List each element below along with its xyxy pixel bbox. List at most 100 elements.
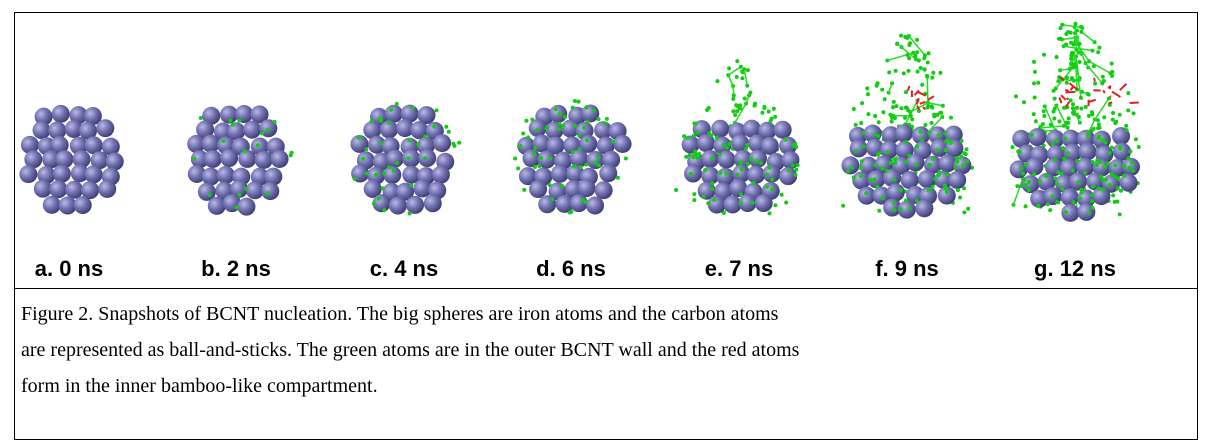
carbon-atom [408, 211, 412, 215]
carbon-atom [1065, 76, 1069, 80]
iron-atom [1061, 188, 1079, 206]
carbon-atom [561, 124, 565, 128]
carbon-atom [1057, 37, 1061, 41]
iron-atom [774, 121, 792, 139]
carbon-atom [765, 173, 769, 177]
carbon-atom [1079, 30, 1083, 34]
carbon-atom [1032, 60, 1036, 64]
panel-label: g. 12 ns [1034, 256, 1116, 281]
carbon-atom [859, 166, 863, 170]
carbon-atom [768, 211, 772, 215]
carbon-atom [1055, 182, 1059, 186]
carbon-atom [1043, 104, 1047, 108]
iron-atom [1061, 204, 1079, 222]
carbon-atom [1048, 208, 1052, 212]
carbon-atom [1067, 116, 1071, 120]
iron-atom [220, 149, 238, 167]
carbon-atom [885, 169, 889, 173]
carbon-atom [1128, 149, 1132, 153]
carbon-atom [1096, 118, 1100, 122]
inner-bond [1067, 98, 1069, 100]
snapshot [841, 34, 974, 219]
carbon-atom [571, 106, 575, 110]
carbon-atom [793, 142, 797, 146]
carbon-atom [904, 199, 908, 203]
carbon-atom [572, 164, 576, 168]
iron-atom [614, 135, 632, 153]
carbon-atom [692, 192, 696, 196]
carbon-atom [1052, 116, 1056, 120]
figure-frame: a. 0 nsb. 2 nsc. 4 nsd. 6 nse. 7 nsf. 9 … [14, 12, 1198, 440]
carbon-atom [933, 177, 937, 181]
inner-bond [917, 106, 919, 110]
iron-atom [65, 181, 83, 199]
carbon-atom [938, 71, 942, 75]
carbon-atom [784, 200, 788, 204]
iron-atom [418, 149, 436, 167]
carbon-atom [772, 107, 776, 111]
carbon-atom [1079, 96, 1083, 100]
carbon-atom [1066, 126, 1070, 130]
carbon-atom [727, 66, 731, 70]
carbon-atom [1118, 212, 1122, 216]
iron-atom [33, 121, 51, 139]
carbon-atom [624, 157, 628, 161]
carbon-atom [904, 160, 908, 164]
carbon-atom [548, 157, 552, 161]
carbon-atom [862, 131, 866, 135]
carbon-atom [759, 161, 763, 165]
carbon-atom [860, 101, 864, 105]
carbon-atom [881, 110, 885, 114]
carbon-atom [1078, 42, 1082, 46]
carbon-atom [1134, 137, 1138, 141]
carbon-atom [937, 170, 941, 174]
carbon-atom [1019, 184, 1023, 188]
carbon-atom [866, 112, 870, 116]
carbon-atom [722, 143, 726, 147]
carbon-atom [706, 201, 710, 205]
carbon-atom [872, 177, 876, 181]
bond [1095, 98, 1109, 119]
carbon-atom [1053, 97, 1057, 101]
carbon-atom [1095, 163, 1099, 167]
carbon-atom [899, 207, 903, 211]
carbon-atom [937, 133, 941, 137]
carbon-atom [1071, 65, 1075, 69]
carbon-atom [886, 150, 890, 154]
carbon-atom [864, 191, 868, 195]
carbon-atom [893, 157, 897, 161]
carbon-atom [920, 138, 924, 142]
carbon-atom [949, 141, 953, 145]
carbon-atom [563, 115, 567, 119]
carbon-atom [539, 156, 543, 160]
carbon-atom [907, 69, 911, 73]
iron-atom [599, 164, 617, 182]
bond [1013, 178, 1022, 204]
carbon-atom [1051, 142, 1055, 146]
carbon-atom [370, 119, 374, 123]
carbon-atom [1071, 200, 1075, 204]
iron-atom [755, 194, 773, 212]
carbon-atom [877, 209, 881, 213]
iron-atom [684, 165, 702, 183]
carbon-atom [1084, 105, 1088, 109]
carbon-atom [941, 104, 945, 108]
inner-bond [1112, 92, 1121, 97]
iron-atom [595, 181, 613, 199]
carbon-atom [877, 151, 881, 155]
carbon-atom [712, 198, 716, 202]
carbon-atom [1042, 109, 1046, 113]
iron-atom [106, 153, 124, 171]
iron-atom [729, 179, 747, 197]
carbon-atom [1093, 82, 1097, 86]
carbon-atom [410, 183, 414, 187]
carbon-atom [893, 161, 897, 165]
carbon-atom [873, 163, 877, 167]
carbon-atom [1066, 151, 1070, 155]
carbon-atom [693, 149, 697, 153]
carbon-atom [381, 186, 385, 190]
carbon-atom [1060, 187, 1064, 191]
carbon-atom [1090, 199, 1094, 203]
carbon-atom [1022, 100, 1026, 104]
carbon-atom [1064, 121, 1068, 125]
